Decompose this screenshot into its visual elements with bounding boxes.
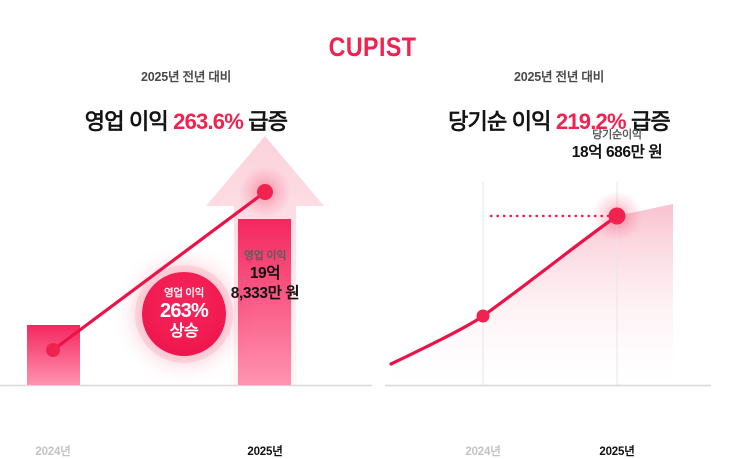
area-fill xyxy=(391,204,673,385)
growth-badge-operating-profit: 영업 이익 263% 상승 xyxy=(142,272,226,356)
title-suffix: 급증 xyxy=(243,109,288,135)
badge-suffix: 상승 xyxy=(169,323,199,341)
panel-operating-profit: 2025년 전년 대비 영업 이익 263.6% 급증 xyxy=(0,60,372,458)
title-prefix: 당기순 이익 xyxy=(448,109,556,135)
axis-label-2024: 2024년 xyxy=(35,446,71,458)
title-prefix: 영업 이익 xyxy=(84,109,174,135)
title-accent-percent: 263.6% xyxy=(173,109,244,135)
page-title: 당기순 이익 219.2% 급증 xyxy=(373,104,745,136)
page-title: 영업 이익 263.6% 급증 xyxy=(0,104,372,136)
area-chart-net-income xyxy=(373,120,745,412)
brand-logo: CUPIST xyxy=(328,32,417,62)
panel-net-income: 2025년 전년 대비 당기순 이익 219.2% 급증 xyxy=(373,60,745,458)
bar-chart-operating-profit xyxy=(0,120,372,412)
trend-end-dot xyxy=(257,184,273,200)
trend-line xyxy=(51,190,267,352)
title-suffix: 급증 xyxy=(625,109,671,135)
callout-label: 영업 이익 xyxy=(243,250,287,262)
badge-label: 영업 이익 xyxy=(163,286,205,299)
trend-start-dot xyxy=(46,343,60,357)
data-point-2025 xyxy=(608,207,626,225)
callout-label: 당기순이익 xyxy=(592,129,642,141)
callout-amount-line1: 19억 xyxy=(249,264,281,282)
bar-2025 xyxy=(238,219,291,385)
panel-subtitle: 2025년 전년 대비 xyxy=(140,70,232,84)
callout-amount-line1: 18억 686만 원 xyxy=(571,143,663,161)
axis-label-2024: 2024년 xyxy=(465,446,501,458)
value-callout-operating-profit: 영업 이익 19억 8,333만 원 xyxy=(230,249,300,304)
axis-label-2025: 2025년 xyxy=(599,446,635,458)
title-accent-percent: 219.2% xyxy=(555,109,627,135)
badge-value: 263% xyxy=(160,300,209,323)
data-point-2024 xyxy=(476,309,490,323)
callout-amount-line2: 8,333만 원 xyxy=(230,284,300,302)
value-callout-net-income: 당기순이익 18억 686만 원 xyxy=(572,128,663,163)
axis-label-2025: 2025년 xyxy=(247,446,283,458)
panel-subtitle: 2025년 전년 대비 xyxy=(513,70,605,84)
